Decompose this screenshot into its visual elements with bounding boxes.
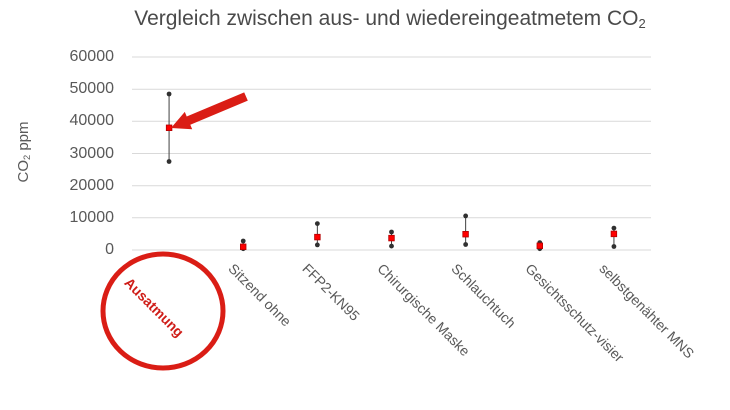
max-data-point [240,238,246,244]
min-data-point [389,243,394,249]
max-data-point [463,213,469,219]
min-data-point [166,159,172,164]
y-tick-label: 30000 [69,145,115,162]
y-tick-label: 20000 [69,177,115,194]
min-data-point [611,244,617,249]
chart-title-subscript: 2 [638,16,646,32]
min-data-point [463,242,469,247]
mean-data-point [536,242,543,249]
chart-title: Vergleich zwischen aus- und wiedereingea… [50,7,730,31]
mean-data-point [610,230,618,238]
max-data-point [166,91,172,97]
mean-data-point [165,124,173,131]
highlight-circle [100,251,226,371]
y-tick-label: 10000 [69,209,115,226]
chart-title-text: Vergleich zwischen aus- und wiedereingea… [134,7,639,30]
mean-data-point [388,234,395,242]
y-tick-label: 40000 [69,112,115,129]
mean-data-point [239,243,247,250]
y-tick-label: 60000 [69,48,115,65]
mean-data-point [314,233,321,241]
max-data-point [389,229,394,235]
max-data-point [314,221,320,227]
highlight-arrow-icon [171,92,248,130]
mean-data-point [462,230,469,238]
y-tick-label: 50000 [69,80,115,97]
y-tick-label: 0 [105,241,114,258]
max-data-point [611,225,617,231]
min-data-point [314,242,320,248]
